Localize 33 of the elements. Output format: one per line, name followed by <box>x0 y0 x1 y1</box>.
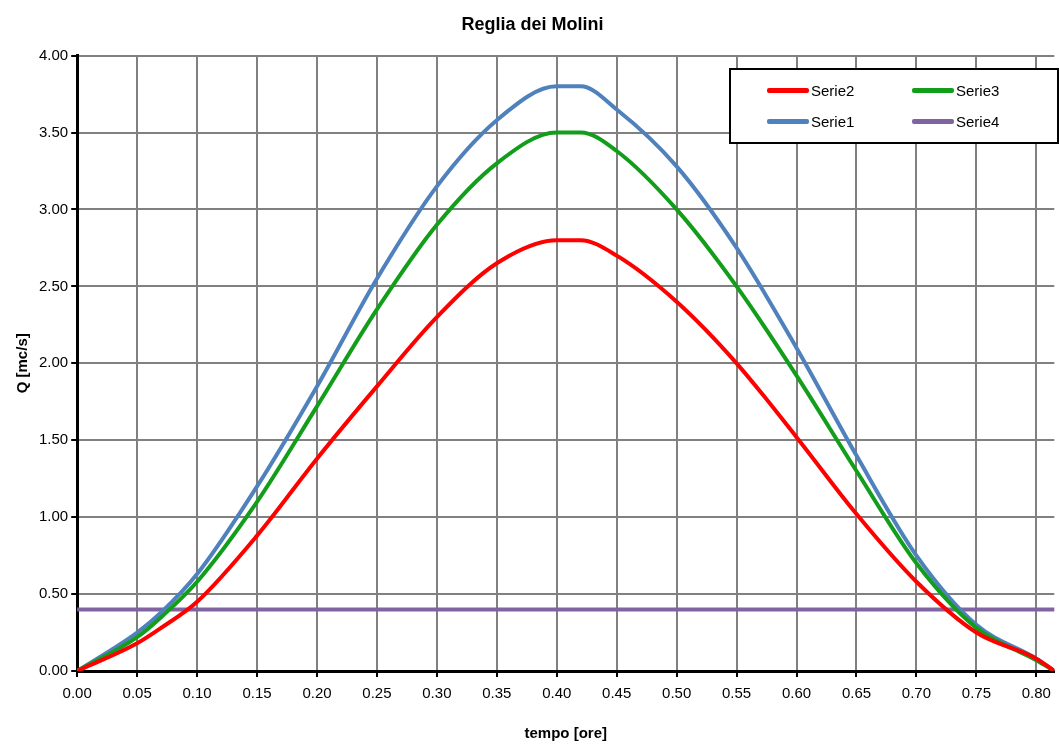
x-tick-label: 0.50 <box>662 684 692 702</box>
x-tick-label: 0.15 <box>242 684 272 702</box>
x-tick-label: 0.65 <box>841 684 872 702</box>
y-axis-title: Q [mc/s] <box>13 333 31 394</box>
y-tick-label: 1.50 <box>38 430 69 448</box>
y-tick-label: 2.00 <box>38 353 69 371</box>
x-tick-label: 0.40 <box>542 684 572 702</box>
x-tick-label: 0.75 <box>961 684 991 702</box>
x-axis-title: tempo [ore] <box>524 724 608 742</box>
legend-label: Serie3 <box>956 82 1000 99</box>
x-tick-label: 0.80 <box>1021 684 1051 702</box>
x-tick-label: 0.30 <box>422 684 452 702</box>
y-tick-label: 0.50 <box>38 584 69 602</box>
x-tick-label: 0.35 <box>482 684 512 702</box>
x-tick-label: 0.70 <box>901 684 932 702</box>
legend-label: Serie4 <box>956 113 1000 130</box>
x-tick-label: 0.20 <box>302 684 332 702</box>
y-tick-label: 1.00 <box>38 507 69 525</box>
y-tick-label: 2.50 <box>38 276 69 294</box>
y-tick-label: 4.00 <box>38 45 69 63</box>
x-tick-label: 0.00 <box>62 684 92 702</box>
x-tick-label: 0.25 <box>362 684 392 702</box>
x-tick-label: 0.05 <box>122 684 152 702</box>
y-tick-label: 3.50 <box>38 122 69 140</box>
x-tick-label: 0.10 <box>182 684 212 702</box>
y-tick-label: 3.00 <box>38 199 69 217</box>
x-tick-label: 0.60 <box>781 684 812 702</box>
legend-label: Serie2 <box>811 82 855 99</box>
y-tick-label: 0.00 <box>38 661 69 679</box>
x-tick-label: 0.55 <box>722 684 752 702</box>
x-tick-label: 0.45 <box>602 684 632 702</box>
legend-label: Serie1 <box>811 113 855 130</box>
chart-title: Reglia dei Molini <box>461 13 604 34</box>
